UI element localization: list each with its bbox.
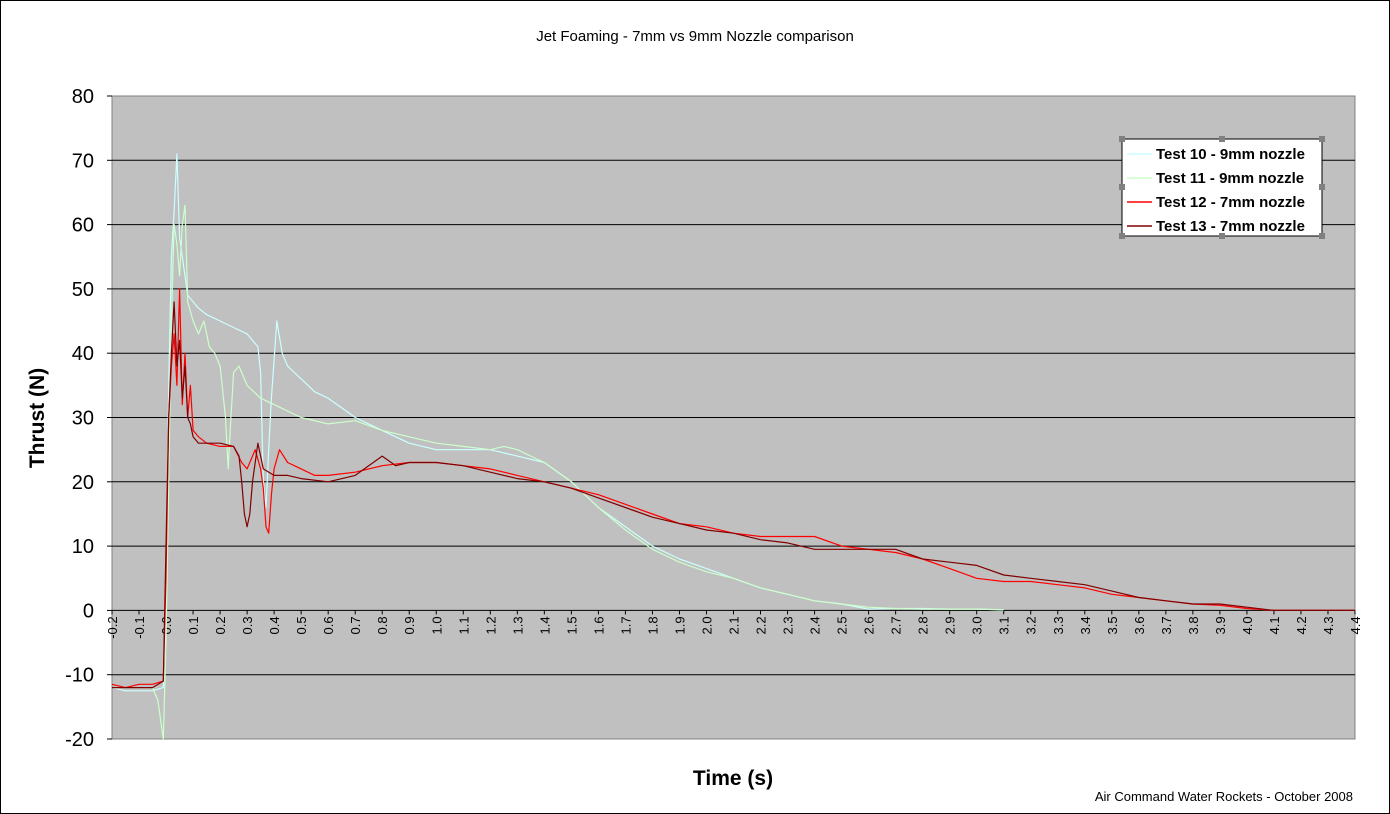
x-tick-label: 1.5 — [564, 616, 579, 634]
x-tick-label: 3.9 — [1213, 616, 1228, 634]
x-tick-label: 1.8 — [645, 616, 660, 634]
x-tick-label: 0.9 — [402, 616, 417, 634]
x-tick-label: 0.3 — [240, 616, 255, 634]
x-tick-label: 0.4 — [267, 616, 282, 634]
x-axis-title: Time (s) — [693, 767, 773, 790]
y-axis-ticks: 80 70 60 50 40 30 20 10 0 -10 -20 — [65, 86, 112, 751]
x-tick-label: 1.4 — [537, 616, 552, 634]
x-tick-label: 2.6 — [862, 616, 877, 634]
legend-label: Test 12 - 7mm nozzle — [1156, 194, 1305, 211]
series-lines — [111, 153, 1355, 740]
y-tick-label: 10 — [72, 536, 94, 558]
x-tick-label: 3.3 — [1051, 616, 1066, 634]
x-tick-label: 2.1 — [727, 616, 742, 634]
x-tick-label: 3.4 — [1078, 616, 1093, 634]
x-tick-label: 3.6 — [1132, 616, 1147, 634]
y-tick-label: 50 — [72, 279, 94, 301]
x-tick-label: 4.1 — [1267, 616, 1282, 634]
legend-label: Test 10 - 9mm nozzle — [1156, 146, 1305, 163]
y-tick-label: -20 — [65, 729, 94, 751]
credit-note: Air Command Water Rockets - October 2008 — [1095, 789, 1353, 804]
x-axis-ticks: -0.2 -0.1 0.0 0.1 0.2 0.3 0.4 0.5 0.6 0.7 0.8 0.9 1.… — [105, 610, 1363, 639]
x-tick-label: 3.2 — [1024, 616, 1039, 634]
y-tick-label: 40 — [72, 343, 94, 365]
series-line — [112, 204, 1004, 740]
y-tick-label: 20 — [72, 472, 94, 494]
x-tick-label: 4.0 — [1240, 616, 1255, 634]
y-axis-title: Thrust (N) — [26, 368, 49, 468]
x-tick-label: 4.3 — [1321, 616, 1336, 634]
x-tick-label: -0.1 — [132, 616, 147, 638]
legend-handles[interactable] — [1119, 136, 1325, 239]
x-tick-label: 2.3 — [781, 616, 796, 634]
x-tick-label: 2.9 — [943, 616, 958, 634]
x-tick-label: 1.7 — [618, 616, 633, 634]
gridlines — [112, 159, 1355, 676]
x-tick-label: 4.4 — [1348, 616, 1363, 634]
y-tick-label: 70 — [72, 150, 94, 172]
x-tick-label: 0.7 — [348, 616, 363, 634]
x-tick-label: 2.8 — [916, 616, 931, 634]
legend-label: Test 11 - 9mm nozzle — [1156, 170, 1304, 187]
x-tick-label: 2.7 — [889, 616, 904, 634]
chart-title: Jet Foaming - 7mm vs 9mm Nozzle comparis… — [536, 28, 854, 45]
y-tick-label: -10 — [65, 665, 94, 687]
series-line — [111, 288, 1355, 689]
legend-label: Test 13 - 7mm nozzle — [1156, 218, 1305, 235]
x-tick-label: 1.9 — [672, 616, 687, 634]
x-tick-label: 3.1 — [997, 616, 1012, 634]
y-tick-label: 80 — [72, 86, 94, 108]
x-tick-label: 0.5 — [294, 616, 309, 634]
x-tick-label: -0.2 — [105, 616, 120, 638]
series-line — [112, 301, 1355, 689]
x-tick-label: 2.5 — [835, 616, 850, 634]
x-tick-label: 3.5 — [1105, 616, 1120, 634]
legend[interactable]: Test 10 - 9mm nozzle Test 11 - 9mm nozzle… — [1119, 136, 1325, 239]
x-tick-label: 1.3 — [510, 616, 525, 634]
x-tick-label: 0.2 — [213, 616, 228, 634]
x-tick-label: 1.0 — [429, 616, 444, 634]
x-tick-label: 0.1 — [186, 616, 201, 634]
x-tick-label: 4.2 — [1294, 616, 1309, 634]
x-tick-label: 1.6 — [591, 616, 606, 634]
x-tick-label: 0.6 — [321, 616, 336, 634]
y-tick-label: 0 — [83, 600, 94, 622]
x-tick-label: 2.2 — [754, 616, 769, 634]
legend-entries: Test 10 - 9mm nozzle Test 11 - 9mm nozzle… — [1127, 146, 1305, 235]
x-tick-label: 1.1 — [456, 616, 471, 634]
x-tick-label: 1.2 — [483, 616, 498, 634]
x-tick-label: 2.4 — [808, 616, 823, 634]
y-tick-label: 30 — [72, 408, 94, 430]
y-tick-label: 60 — [72, 215, 94, 237]
x-tick-label: 3.8 — [1186, 616, 1201, 634]
x-tick-label: 3.0 — [970, 616, 985, 634]
x-tick-label: 2.0 — [699, 616, 714, 634]
x-tick-label: 0.8 — [375, 616, 390, 634]
x-tick-label: 3.7 — [1159, 616, 1174, 634]
